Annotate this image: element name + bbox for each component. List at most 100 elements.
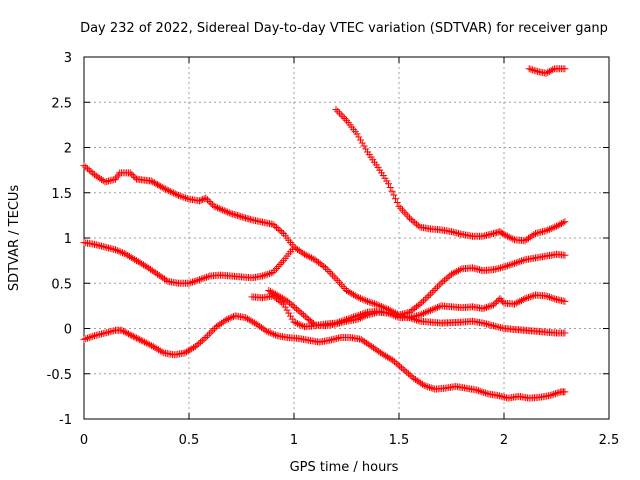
data-point: [393, 313, 401, 321]
data-point: [546, 225, 553, 233]
data-point: [401, 367, 409, 375]
data-point: [129, 172, 137, 180]
data-point: [499, 229, 507, 237]
data-point: [192, 277, 200, 285]
data-point: [224, 315, 232, 323]
data-point: [84, 334, 91, 342]
data-point: [297, 321, 305, 329]
data-point: [507, 234, 515, 242]
data-point: [209, 326, 217, 334]
data-point: [521, 295, 529, 303]
data-point: [149, 178, 157, 186]
data-point: [180, 193, 188, 201]
data-point: [285, 309, 293, 317]
data-point: [304, 252, 312, 260]
data-point: [303, 314, 311, 322]
data-point: [427, 306, 434, 314]
data-point: [123, 329, 131, 337]
data-point: [278, 228, 286, 236]
data-point: [561, 251, 569, 259]
data-point: [322, 264, 329, 272]
x-tick-label: 0: [80, 433, 88, 448]
data-point: [371, 300, 378, 308]
data-point: [549, 294, 557, 302]
data-point: [199, 274, 207, 282]
data-point: [355, 133, 363, 141]
data-point: [481, 389, 489, 397]
data-point: [519, 256, 527, 264]
data-point: [390, 311, 398, 319]
data-point: [301, 312, 309, 320]
data-point: [418, 380, 426, 388]
grid: [84, 57, 609, 419]
data-point: [525, 293, 532, 301]
data-point: [194, 276, 202, 284]
data-point: [481, 304, 489, 312]
data-point: [529, 66, 537, 74]
data-point: [207, 328, 215, 336]
data-point: [187, 279, 195, 287]
data-point: [409, 217, 417, 225]
data-point: [197, 338, 205, 346]
x-tick-label: 2: [500, 433, 508, 448]
data-points: [80, 65, 569, 402]
data-point: [493, 298, 501, 306]
data-point: [455, 267, 462, 275]
data-point: [502, 231, 510, 239]
data-point: [545, 67, 553, 75]
data-point: [421, 295, 429, 303]
data-point: [117, 248, 125, 256]
data-point: [376, 302, 384, 310]
data-point: [357, 314, 364, 322]
data-point: [281, 303, 289, 311]
data-point: [516, 297, 524, 305]
data-point: [195, 340, 203, 348]
data-point: [115, 247, 123, 255]
data-point: [306, 253, 314, 261]
x-tick-label: 2.5: [599, 433, 620, 448]
data-point: [397, 364, 405, 372]
data-point: [542, 69, 550, 77]
data-point: [80, 335, 88, 343]
data-point: [113, 247, 121, 255]
data-point: [217, 205, 225, 213]
x-tick-label: 1: [290, 433, 298, 448]
data-point: [509, 260, 517, 268]
data-point: [451, 268, 459, 276]
data-point: [420, 297, 427, 305]
data-point: [211, 325, 219, 332]
data-point: [200, 195, 208, 203]
data-point: [546, 391, 554, 399]
data-point: [204, 332, 212, 340]
data-point: [358, 139, 366, 147]
data-point: [165, 187, 173, 195]
data-point: [500, 263, 508, 271]
data-point: [292, 319, 300, 327]
data-point: [542, 227, 550, 235]
data-point: [170, 189, 178, 197]
data-point: [453, 267, 461, 275]
data-point: [414, 222, 422, 230]
data-point: [178, 193, 186, 201]
data-point: [171, 190, 179, 198]
data-point: [480, 388, 488, 396]
data-point: [126, 169, 134, 177]
data-point: [136, 336, 144, 344]
data-point: [527, 65, 535, 73]
data-point: [456, 266, 464, 274]
data-point: [514, 258, 522, 266]
data-point: [561, 297, 569, 305]
data-point: [434, 303, 441, 311]
data-point: [549, 224, 557, 232]
data-point: [154, 181, 161, 189]
data-point: [302, 251, 310, 259]
data-point: [430, 286, 438, 294]
data-point: [158, 183, 166, 191]
data-point: [193, 341, 201, 349]
data-point: [355, 315, 363, 323]
data-point: [327, 269, 335, 277]
data-point: [225, 209, 233, 217]
data-point: [82, 335, 90, 343]
data-point: [158, 348, 166, 356]
data-point: [434, 283, 441, 291]
